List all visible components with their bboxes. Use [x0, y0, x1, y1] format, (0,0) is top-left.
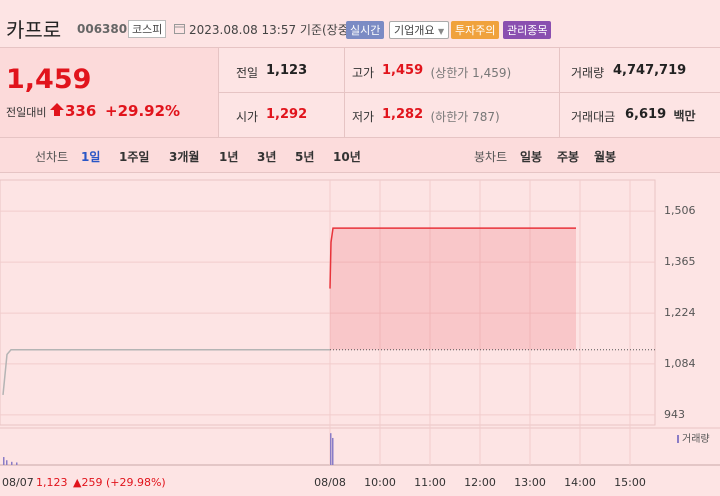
col-divider — [344, 48, 345, 137]
x-tick-label: 15:00 — [614, 476, 646, 489]
tab[interactable]: 3개월 — [169, 150, 200, 164]
volume-bar — [16, 462, 18, 465]
stock-name: 카프로 — [6, 18, 62, 42]
tab[interactable]: 1일 — [81, 150, 101, 164]
x-tick-label: 14:00 — [564, 476, 596, 489]
chart: 1,506 1,365 1,224 1,084 943 08/07 08/08 10:00 11… — [0, 179, 720, 489]
field-label: 전일 — [236, 66, 259, 80]
tab[interactable]: 10년 — [333, 150, 361, 164]
field-label: 저가 — [352, 110, 375, 124]
y-tick-label: 1,365 — [664, 255, 696, 268]
calendar-icon — [174, 24, 185, 34]
company-button-label: 기업개요 — [394, 24, 435, 37]
tab[interactable]: 3년 — [257, 150, 277, 164]
timestamp: 2023.08.08 13:57 기준(장중) — [189, 23, 354, 37]
y-tick-label: 1,084 — [664, 357, 696, 370]
volume-bar — [332, 437, 334, 465]
x-tick-label: 10:00 — [364, 476, 396, 489]
x-tick-label: 11:00 — [414, 476, 446, 489]
volume-bar — [3, 457, 5, 465]
field-label: 거래대금 — [571, 110, 616, 124]
field-label: 거래량 — [571, 66, 605, 80]
field-note: (상한가 1,459) — [430, 66, 512, 80]
stock-code: 006380 — [77, 22, 128, 36]
col-divider — [559, 48, 560, 137]
tab-group-label: 선차트 — [35, 150, 69, 164]
tab[interactable]: 일봉 — [520, 150, 543, 164]
tab[interactable]: 5년 — [295, 150, 315, 164]
footer-close: 1,123 — [36, 476, 68, 489]
price-line — [2, 348, 330, 396]
header — [0, 0, 720, 48]
tab[interactable]: 1년 — [219, 150, 239, 164]
volume-bar — [330, 433, 332, 465]
change-pct: +29.92% — [105, 102, 181, 120]
price-box — [0, 48, 219, 138]
field-value: 4,747,719 — [613, 63, 687, 78]
y-tick-label: 1,506 — [664, 204, 696, 217]
x-tick-label: 08/08 — [314, 476, 346, 489]
market-badge: 코스피 — [128, 20, 167, 38]
field-label: 시가 — [236, 110, 259, 124]
tab-bar — [0, 138, 720, 173]
field-note: (하한가 787) — [430, 110, 500, 124]
price-area — [330, 228, 576, 350]
x-tick-label: 08/07 — [2, 476, 34, 489]
y-tick-label: 1,224 — [664, 306, 696, 319]
volume-legend: 거래량 — [682, 433, 710, 445]
tab[interactable]: 1주일 — [119, 150, 150, 164]
row-divider — [219, 92, 720, 93]
change: 336 — [65, 102, 97, 120]
field-value: 1,282 — [382, 107, 424, 122]
tab[interactable]: 월봉 — [594, 150, 617, 164]
footer-change: ▲259 (+29.98%) — [73, 476, 166, 489]
tab-group-label: 봉차트 — [474, 150, 508, 164]
x-tick-label: 13:00 — [514, 476, 546, 489]
y-tick-label: 943 — [664, 408, 685, 421]
tab[interactable]: 주봉 — [557, 150, 580, 164]
managed-badge[interactable]: 관리종목 — [503, 21, 552, 39]
volume-bar — [11, 461, 13, 465]
x-tick-label: 12:00 — [464, 476, 496, 489]
field-unit: 백만 — [673, 109, 696, 123]
field-value: 1,459 — [382, 63, 424, 78]
volume-legend-swatch — [677, 435, 679, 443]
field-value: 6,619 — [625, 107, 667, 122]
plot-area — [0, 179, 656, 426]
change-label: 전일대비 — [6, 106, 47, 119]
realtime-button[interactable]: 실시간 — [346, 21, 385, 39]
current-price: 1,459 — [6, 64, 92, 95]
up-arrow — [50, 103, 64, 116]
field-value: 1,123 — [266, 63, 308, 78]
price-line — [329, 227, 576, 289]
field-value: 1,292 — [266, 107, 308, 122]
volume-bar — [6, 460, 8, 465]
company-button[interactable]: 기업개요 ▼ — [389, 21, 450, 39]
field-label: 고가 — [352, 66, 375, 80]
quote-grid — [219, 48, 720, 138]
caution-badge[interactable]: 투자주의 — [451, 21, 500, 39]
